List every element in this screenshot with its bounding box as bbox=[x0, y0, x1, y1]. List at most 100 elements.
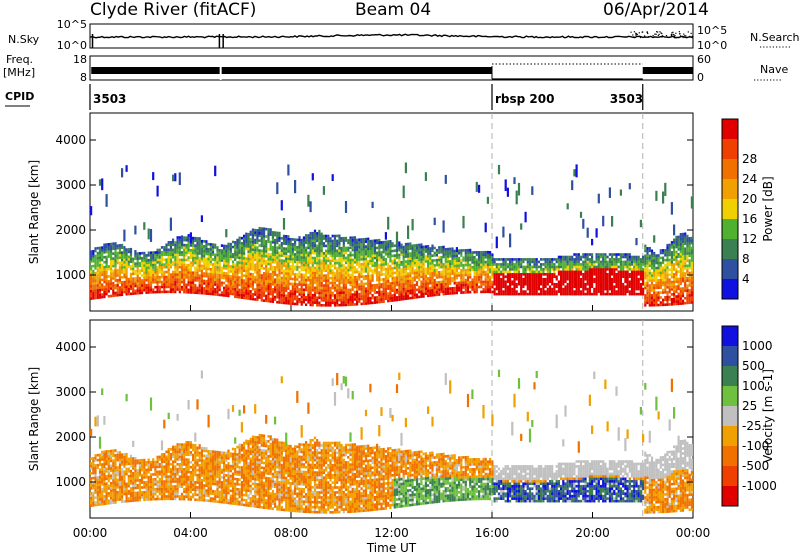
power-panel-echo-cell bbox=[145, 278, 148, 282]
power-panel-echo-cell bbox=[174, 241, 177, 244]
power-panel-echo-cell bbox=[480, 278, 483, 281]
power-panel-echo-cell bbox=[218, 293, 221, 297]
power-panel-echo-cell bbox=[540, 270, 543, 274]
power-panel-echo-cell bbox=[362, 285, 365, 288]
power-panel-echo-cell bbox=[431, 264, 434, 267]
power-panel-echo-cell bbox=[599, 263, 603, 266]
power-panel-echo-cell bbox=[471, 256, 474, 259]
power-panel-echo-cell bbox=[287, 237, 290, 241]
power-panel-echo-cell bbox=[287, 240, 290, 243]
power-panel-echo-cell bbox=[630, 285, 634, 289]
power-panel-echo-cell bbox=[254, 228, 257, 232]
power-panel-echo-cell bbox=[174, 280, 177, 284]
power-panel-echo-cell bbox=[586, 277, 589, 281]
power-panel-echo-cell bbox=[433, 264, 436, 267]
power-panel-echo-cell bbox=[309, 251, 312, 255]
power-panel-echo-cell bbox=[325, 284, 328, 287]
power-panel-echo-cell bbox=[644, 264, 647, 268]
power-panel-echo-cell bbox=[369, 277, 372, 280]
power-panel-echo-cell bbox=[158, 290, 161, 294]
power-panel-echo-cell bbox=[557, 255, 560, 259]
power-panel-echo-cell bbox=[132, 260, 135, 263]
power-panel-echo-cell bbox=[584, 273, 587, 276]
power-panel-echo-cell bbox=[427, 284, 430, 288]
power-panel-echo-cell bbox=[409, 286, 412, 290]
power-panel-echo-cell bbox=[276, 253, 279, 257]
power-panel-echo-cell bbox=[240, 271, 243, 275]
power-panel-echo-cell bbox=[604, 277, 607, 281]
power-panel-echo-cell bbox=[586, 287, 589, 291]
power-panel-echo-cell bbox=[588, 282, 591, 286]
power-panel-echo-cell bbox=[267, 289, 270, 293]
nsearch-point bbox=[633, 36, 635, 38]
power-panel-echo-cell bbox=[256, 278, 259, 282]
nsearch-point bbox=[633, 31, 635, 33]
power-panel-echo-cell bbox=[509, 263, 512, 266]
nsky-series-line bbox=[89, 33, 694, 39]
power-panel-echo-cell bbox=[615, 280, 618, 284]
power-panel-echo-cell bbox=[145, 283, 148, 287]
power-panel-echo-cell bbox=[125, 275, 128, 279]
power-panel-echo-cell bbox=[446, 282, 450, 286]
power-panel-echo-cell bbox=[112, 287, 115, 290]
power-panel-sparse-echo bbox=[520, 223, 523, 230]
power-panel-echo-cell bbox=[265, 262, 268, 266]
power-panel-echo-cell bbox=[393, 264, 396, 267]
power-panel-echo-cell bbox=[267, 285, 270, 288]
nsky-tick-top: 10^5 bbox=[57, 18, 87, 31]
power-panel-echo-cell bbox=[650, 276, 654, 280]
power-panel-echo-cell bbox=[302, 293, 305, 297]
power-panel-echo-cell bbox=[294, 282, 297, 286]
power-panel-echo-cell bbox=[313, 301, 317, 304]
power-panel-echo-cell bbox=[152, 288, 155, 292]
power-panel-echo-cell bbox=[121, 246, 124, 249]
power-panel-echo-cell bbox=[575, 292, 578, 296]
power-panel-echo-cell bbox=[486, 280, 489, 284]
power-panel-echo-cell bbox=[373, 298, 376, 302]
power-panel-echo-cell bbox=[402, 250, 405, 254]
power-panel-echo-cell bbox=[325, 281, 328, 285]
power-panel-echo-cell bbox=[591, 277, 594, 281]
power-panel-echo-cell bbox=[340, 288, 343, 292]
freq-tick-bottom: 8 bbox=[80, 71, 87, 84]
power-panel-echo-cell bbox=[509, 265, 512, 269]
power-panel-echo-cell bbox=[480, 263, 483, 266]
power-panel-echo-cell bbox=[608, 292, 611, 296]
power-panel-echo-cell bbox=[223, 252, 226, 255]
power-panel-echo-cell bbox=[194, 269, 197, 272]
power-panel-echo-cell bbox=[442, 270, 445, 274]
power-panel-echo-cell bbox=[639, 265, 642, 269]
power-panel-echo-cell bbox=[542, 273, 545, 276]
power-panel-echo-cell bbox=[231, 270, 235, 274]
power-panel-echo-cell bbox=[356, 295, 359, 299]
power-panel-echo-cell bbox=[138, 284, 141, 287]
power-panel-echo-cell bbox=[606, 282, 609, 286]
power-panel-echo-cell bbox=[225, 247, 228, 250]
power-panel-echo-cell bbox=[225, 257, 228, 260]
power-panel-echo-cell bbox=[364, 275, 368, 278]
power-panel-echo-cell bbox=[256, 258, 259, 262]
power-panel-echo-cell bbox=[333, 304, 337, 307]
power-panel-echo-cell bbox=[493, 260, 496, 264]
power-panel-echo-cell bbox=[571, 270, 574, 274]
power-panel-echo-cell bbox=[389, 247, 392, 251]
power-panel-echo-cell bbox=[269, 228, 272, 231]
power-panel-echo-cell bbox=[429, 289, 432, 292]
power-panel-echo-cell bbox=[200, 259, 203, 263]
power-panel-echo-cell bbox=[94, 286, 97, 290]
power-panel-echo-cell bbox=[331, 279, 334, 282]
power-panel-echo-cell bbox=[599, 253, 603, 256]
power-panel-echo-cell bbox=[207, 247, 210, 251]
power-panel-echo-cell bbox=[302, 266, 305, 269]
power-panel-echo-cell bbox=[333, 289, 337, 292]
power-panel-echo-cell bbox=[356, 302, 359, 306]
power-panel-echo-cell bbox=[302, 276, 305, 279]
power-panel-echo-cell bbox=[300, 251, 303, 254]
power-panel-echo-cell bbox=[349, 288, 352, 292]
power-panel-echo-cell bbox=[145, 271, 148, 275]
power-panel-echo-cell bbox=[271, 241, 274, 244]
power-panel-echo-cell bbox=[103, 293, 106, 296]
power-panel-sparse-echo bbox=[462, 215, 465, 229]
power-panel-echo-cell bbox=[258, 259, 261, 262]
power-panel-echo-cell bbox=[444, 252, 447, 256]
